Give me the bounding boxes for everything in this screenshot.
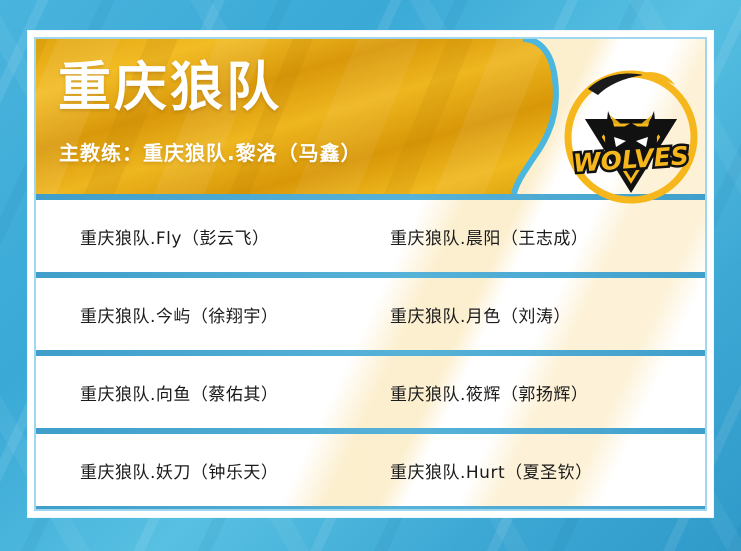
roster-card-inner: 重庆狼队 主教练：重庆狼队.黎洛（马鑫）	[34, 37, 707, 511]
header-text-block: 重庆狼队 主教练：重庆狼队.黎洛（马鑫）	[36, 39, 556, 194]
page-title: 重庆狼队	[58, 57, 282, 118]
wolves-team-logo: WOLVES	[556, 61, 705, 211]
player-name-right: 重庆狼队.Hurt（夏圣钦）	[390, 462, 593, 483]
player-name-left: 重庆狼队.Fly（彭云飞）	[80, 228, 270, 249]
roster-list: 重庆狼队.Fly（彭云飞） 重庆狼队.晨阳（王志成） 重庆狼队.今屿（徐翔宇） …	[36, 194, 705, 509]
table-row[interactable]: 重庆狼队.今屿（徐翔宇） 重庆狼队.月色（刘涛）	[36, 278, 705, 350]
player-name-left: 重庆狼队.向鱼（蔡佑其）	[80, 384, 279, 405]
roster-card: 重庆狼队 主教练：重庆狼队.黎洛（马鑫）	[28, 31, 713, 517]
coach-label: 主教练：重庆狼队.黎洛（马鑫）	[59, 141, 362, 165]
table-row[interactable]: 重庆狼队.向鱼（蔡佑其） 重庆狼队.筱辉（郭扬辉）	[36, 356, 705, 428]
player-name-left: 重庆狼队.今屿（徐翔宇）	[80, 306, 279, 327]
table-row[interactable]: 重庆狼队.妖刀（钟乐天） 重庆狼队.Hurt（夏圣钦）	[36, 434, 705, 506]
player-name-left: 重庆狼队.妖刀（钟乐天）	[80, 462, 279, 483]
player-name-right: 重庆狼队.晨阳（王志成）	[390, 228, 589, 249]
wolves-logo-icon: WOLVES	[564, 70, 698, 204]
row-divider	[36, 506, 705, 509]
logo-wordmark: WOLVES	[572, 141, 689, 178]
player-name-right: 重庆狼队.筱辉（郭扬辉）	[390, 384, 589, 405]
player-name-right: 重庆狼队.月色（刘涛）	[390, 306, 571, 327]
